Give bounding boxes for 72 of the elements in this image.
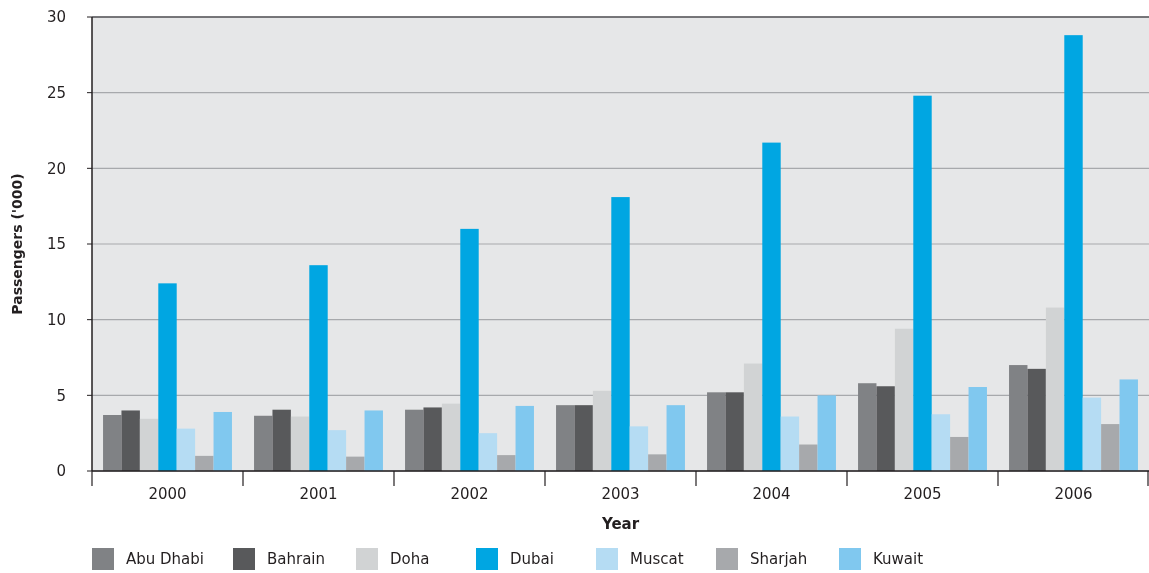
bar — [272, 409, 291, 471]
bar — [176, 428, 196, 471]
bar — [968, 387, 987, 471]
bar — [309, 265, 328, 471]
bar — [158, 283, 177, 471]
bar — [405, 409, 424, 471]
y-tick-label: 30 — [46, 8, 66, 27]
bar — [931, 414, 951, 471]
bar — [556, 405, 575, 471]
bar — [574, 405, 593, 471]
bar — [592, 390, 612, 471]
bar — [121, 410, 140, 471]
legend-label: Doha — [390, 550, 430, 569]
bar — [290, 416, 310, 471]
bar — [707, 392, 726, 471]
bar — [780, 416, 800, 471]
bar — [743, 363, 763, 471]
bar — [346, 456, 365, 471]
bar — [876, 386, 895, 471]
bar — [1064, 35, 1083, 471]
x-tick-label: 2004 — [752, 485, 791, 503]
x-tick-label: 2006 — [1054, 485, 1093, 503]
bar — [1101, 424, 1120, 471]
bar — [103, 415, 122, 471]
bar — [1119, 379, 1138, 471]
legend-label: Kuwait — [873, 550, 924, 569]
y-tick-label: 5 — [56, 386, 66, 405]
bar — [648, 454, 667, 471]
y-tick-label: 15 — [46, 235, 66, 254]
bar — [195, 455, 214, 471]
y-tick-label: 0 — [56, 462, 66, 481]
bar — [478, 433, 498, 471]
bar — [725, 392, 744, 471]
bar — [950, 436, 969, 471]
bar — [858, 383, 877, 471]
bar — [497, 455, 516, 471]
bar — [213, 411, 232, 471]
y-tick-label: 25 — [46, 83, 66, 102]
legend-label: Sharjah — [750, 550, 808, 569]
x-tick-label: 2001 — [299, 485, 338, 503]
bar — [666, 405, 685, 471]
bar — [799, 444, 818, 471]
x-tick-label: 2000 — [148, 485, 187, 503]
bar — [611, 197, 630, 471]
bar — [894, 328, 914, 471]
bar — [762, 142, 781, 471]
bar — [327, 430, 347, 471]
bar — [254, 415, 273, 471]
x-axis-title: Year — [600, 515, 640, 533]
x-tick-label: 2003 — [601, 485, 640, 503]
x-tick-label: 2005 — [903, 485, 942, 503]
legend-label: Abu Dhabi — [126, 550, 204, 569]
bar — [139, 418, 159, 471]
bar — [1009, 365, 1028, 471]
legend-label: Dubai — [510, 550, 554, 569]
bar — [423, 407, 442, 471]
bar — [364, 410, 383, 471]
x-tick-label: 2002 — [450, 485, 489, 503]
y-tick-label: 20 — [46, 159, 66, 178]
bar — [629, 426, 649, 471]
legend-label: Bahrain — [267, 550, 326, 569]
bar — [441, 403, 461, 471]
bar — [1027, 368, 1046, 471]
bar — [515, 405, 534, 471]
bar — [460, 228, 479, 471]
y-tick-label: 10 — [46, 310, 66, 329]
legend-label: Muscat — [630, 550, 684, 569]
bar — [1045, 307, 1065, 471]
bar — [913, 95, 932, 471]
bar — [817, 395, 836, 471]
y-axis-title: Passengers ('000) — [9, 173, 25, 315]
bar — [1082, 397, 1102, 471]
